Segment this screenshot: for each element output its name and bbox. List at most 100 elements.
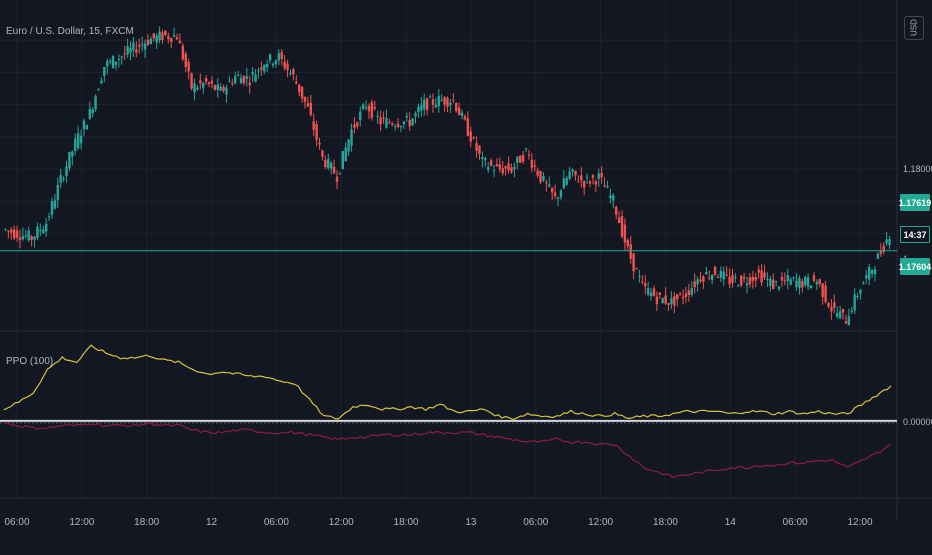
candle-body: [565, 177, 568, 185]
candle-body: [582, 181, 586, 188]
candle-body: [638, 276, 641, 278]
candle-body: [888, 239, 891, 246]
candle-body: [388, 122, 391, 124]
bar-countdown-tag: 14:37: [900, 226, 930, 243]
candle-body: [361, 104, 365, 109]
currency-button[interactable]: USD: [904, 16, 924, 40]
candle-body: [693, 281, 696, 288]
candle-body: [629, 244, 632, 259]
candle-body: [539, 170, 542, 183]
candle-body: [82, 120, 86, 130]
candle-body: [725, 274, 728, 276]
ppo-line: [3, 344, 892, 421]
candle-body: [641, 281, 644, 283]
candle-body: [469, 131, 472, 142]
candle-body: [204, 78, 208, 82]
candle-body: [516, 156, 519, 163]
candle-body: [722, 271, 725, 280]
candle-body: [56, 184, 60, 200]
candle-body: [242, 76, 246, 84]
time-axis-label: 12:00: [69, 517, 94, 528]
candle-body: [708, 277, 711, 279]
candle-body: [280, 52, 283, 60]
candle-body: [519, 156, 522, 163]
candle-body: [772, 279, 775, 290]
candle-body: [210, 80, 214, 84]
candle-body: [411, 118, 414, 126]
candle-body: [228, 81, 231, 83]
candle-body: [737, 285, 740, 287]
candle-body: [300, 86, 304, 99]
candle-body: [449, 102, 452, 106]
candle-body: [734, 277, 737, 279]
candle-body: [446, 98, 449, 107]
candle-body: [356, 122, 359, 127]
candle-body: [123, 53, 126, 55]
candle-body: [143, 43, 147, 50]
candle-body: [850, 310, 853, 312]
candle-body: [702, 276, 705, 282]
candle-body: [798, 278, 801, 289]
candle-body: [74, 138, 77, 152]
candle-body: [827, 303, 830, 307]
candle-body: [24, 235, 28, 237]
candle-body: [420, 104, 423, 111]
candle-body: [603, 185, 606, 187]
candle-body: [138, 45, 141, 47]
candle-body: [10, 229, 13, 233]
candle-body: [414, 112, 417, 117]
candle-body: [585, 176, 589, 178]
candle-body: [681, 296, 685, 299]
candle-body: [129, 47, 132, 53]
candle-body: [687, 290, 691, 296]
candle-body: [533, 165, 536, 167]
candle-body: [661, 298, 664, 304]
candle-body: [542, 175, 545, 181]
candle-body: [649, 292, 653, 296]
candle-body: [815, 281, 819, 285]
candle-body: [295, 81, 298, 84]
candle-body: [172, 35, 176, 37]
candle-body: [373, 107, 376, 109]
candle-body: [59, 175, 62, 183]
candle-body: [530, 159, 534, 168]
candle-body: [21, 235, 25, 240]
candle-body: [399, 126, 403, 128]
candle-body: [614, 206, 618, 215]
candle-body: [452, 99, 455, 101]
candle-body: [146, 39, 150, 45]
candle-body: [27, 230, 30, 241]
candle-body: [527, 154, 531, 156]
candle-body: [114, 61, 118, 65]
candle-body: [175, 37, 179, 40]
candle-body: [760, 270, 763, 283]
candle-body: [804, 276, 807, 286]
candle-body: [658, 292, 661, 295]
candle-body: [260, 67, 263, 70]
candle-body: [574, 170, 577, 176]
candle-body: [68, 151, 71, 169]
candle-body: [501, 168, 504, 174]
candle-body: [713, 266, 717, 275]
candle-body: [379, 117, 382, 125]
candle-body: [152, 33, 155, 39]
candle-body: [30, 236, 33, 240]
candle-body: [190, 73, 193, 89]
candle-body: [550, 187, 554, 193]
candle-body: [370, 102, 374, 118]
candle-body: [463, 116, 467, 120]
candle-body: [391, 123, 394, 125]
candle-body: [609, 195, 612, 199]
candle-body: [120, 56, 123, 58]
candle-body: [405, 115, 408, 118]
candle-body: [164, 30, 167, 36]
candle-body: [754, 276, 757, 281]
candle-body: [170, 38, 173, 42]
candle-body: [862, 283, 865, 285]
candle-body: [193, 83, 196, 93]
symbol-title: Euro / U.S. Dollar, 15, FXCM: [6, 26, 134, 37]
candle-body: [97, 89, 100, 91]
candle-body: [263, 64, 266, 72]
